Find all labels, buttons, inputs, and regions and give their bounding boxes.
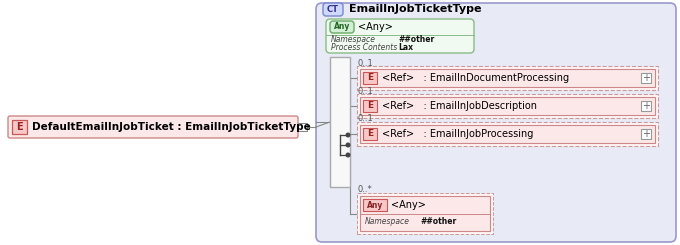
Text: +: + — [642, 73, 650, 83]
Text: DefaultEmailInJobTicket : EmailInJobTicketType: DefaultEmailInJobTicket : EmailInJobTick… — [32, 122, 311, 132]
FancyBboxPatch shape — [8, 116, 298, 138]
Circle shape — [346, 143, 350, 147]
FancyBboxPatch shape — [330, 21, 354, 33]
FancyBboxPatch shape — [326, 19, 474, 53]
Text: Process Contents: Process Contents — [331, 44, 397, 52]
Bar — [641, 129, 651, 139]
Text: <Ref>   : EmailInJobDescription: <Ref> : EmailInJobDescription — [382, 101, 537, 111]
Bar — [363, 72, 377, 84]
Text: <Any>: <Any> — [391, 200, 426, 210]
Bar — [363, 128, 377, 140]
Bar — [357, 193, 493, 234]
Text: <Ref>   : EmailInDocumentProcessing: <Ref> : EmailInDocumentProcessing — [382, 73, 569, 83]
Bar — [357, 66, 658, 90]
Circle shape — [346, 153, 350, 157]
Text: ##other: ##other — [420, 217, 456, 225]
Bar — [363, 199, 387, 211]
Text: CT: CT — [327, 5, 339, 14]
Text: EmailInJobTicketType: EmailInJobTicketType — [349, 4, 481, 14]
Circle shape — [346, 133, 350, 137]
FancyBboxPatch shape — [323, 3, 343, 16]
Bar — [363, 100, 377, 112]
Text: 0..1: 0..1 — [358, 114, 374, 123]
Bar — [641, 101, 651, 111]
Text: Namespace: Namespace — [365, 217, 410, 225]
Text: +: + — [642, 101, 650, 111]
Text: Any: Any — [334, 23, 350, 32]
Bar — [360, 196, 490, 231]
Text: Any: Any — [367, 200, 384, 209]
Text: E: E — [367, 74, 373, 83]
Bar — [298, 123, 307, 131]
Text: <Ref>   : EmailInJobProcessing: <Ref> : EmailInJobProcessing — [382, 129, 533, 139]
Text: +: + — [642, 129, 650, 139]
Bar — [360, 125, 655, 143]
Text: Namespace: Namespace — [331, 36, 376, 45]
Bar — [360, 69, 655, 87]
Text: <Any>: <Any> — [358, 22, 393, 32]
Text: E: E — [16, 122, 23, 132]
FancyBboxPatch shape — [316, 3, 676, 242]
Bar — [330, 57, 350, 187]
Text: ##other: ##other — [398, 36, 435, 45]
Bar — [357, 94, 658, 118]
Bar — [12, 120, 27, 134]
Bar — [360, 97, 655, 115]
Text: 0..1: 0..1 — [358, 59, 374, 68]
Text: Lax: Lax — [398, 44, 413, 52]
Bar — [357, 122, 658, 146]
Text: 0..*: 0..* — [358, 185, 373, 195]
Text: 0..1: 0..1 — [358, 86, 374, 96]
Bar — [641, 73, 651, 83]
Text: E: E — [367, 101, 373, 110]
Text: E: E — [367, 130, 373, 138]
